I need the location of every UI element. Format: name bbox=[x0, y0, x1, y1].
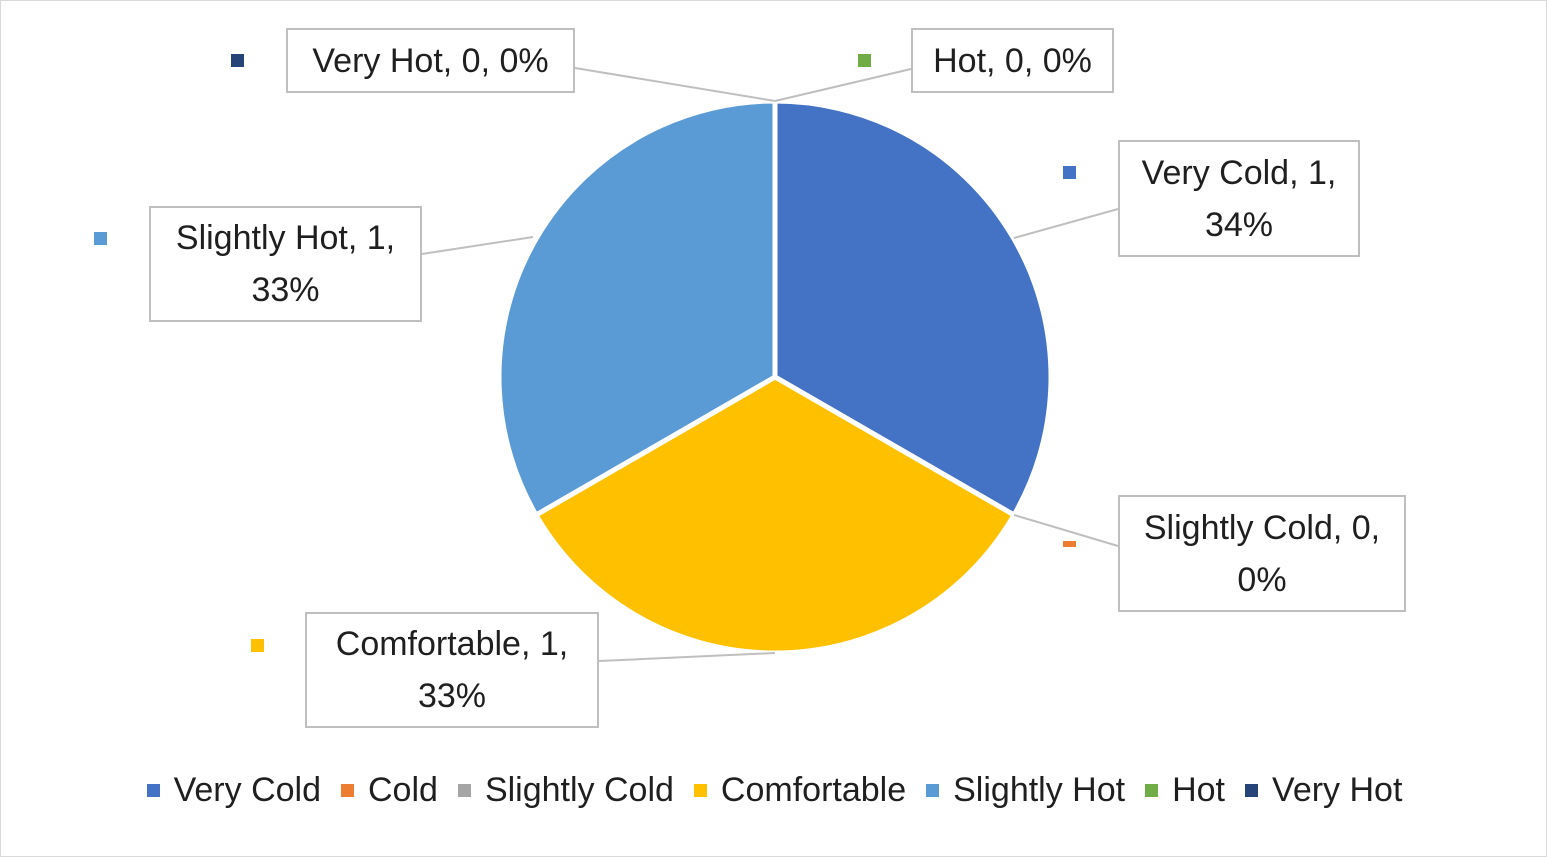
legend-label-very-cold: Very Cold bbox=[173, 770, 321, 809]
label-key-hot bbox=[858, 54, 871, 67]
label-key-very-hot bbox=[231, 54, 244, 67]
legend-item-hot: Hot bbox=[1145, 771, 1225, 810]
legend-swatch-hot bbox=[1145, 783, 1159, 797]
data-label-hot: Hot, 0, 0% bbox=[911, 28, 1114, 93]
label-key-slightly-hot bbox=[94, 232, 107, 245]
legend-swatch-very-hot bbox=[1245, 783, 1259, 797]
data-label-very-cold: Very Cold, 1, 34% bbox=[1118, 140, 1360, 257]
data-label-slightly-cold: Slightly Cold, 0, 0% bbox=[1118, 495, 1406, 612]
chart-legend: Very Cold Cold Slightly Cold Comfortable Sli… bbox=[1, 765, 1547, 815]
data-label-comfortable: Comfortable, 1, 33% bbox=[305, 612, 599, 728]
legend-swatch-comfortable bbox=[693, 783, 707, 797]
label-key-very-cold bbox=[1063, 166, 1076, 179]
legend-item-slightly-cold: Slightly Cold bbox=[457, 770, 674, 810]
leader-line-very-cold bbox=[1013, 208, 1119, 239]
leader-line-slightly-cold bbox=[1013, 514, 1119, 547]
legend-label-slightly-cold: Slightly Cold bbox=[484, 770, 674, 809]
legend-label-cold: Cold bbox=[368, 770, 438, 809]
legend-swatch-slightly-hot bbox=[926, 783, 940, 797]
leader-line-slightly-hot bbox=[421, 236, 534, 255]
leader-line-comfortable bbox=[598, 652, 776, 662]
leader-line-hot bbox=[774, 68, 912, 102]
legend-item-cold: Cold bbox=[341, 771, 438, 810]
pie-slice-comfortable bbox=[533, 374, 1017, 656]
data-label-very-hot: Very Hot, 0, 0% bbox=[286, 28, 575, 93]
label-key-slightly-cold bbox=[1063, 541, 1076, 547]
pie-slice-very-cold bbox=[772, 98, 1054, 518]
legend-label-hot: Hot bbox=[1172, 770, 1226, 809]
legend-item-slightly-hot: Slightly Hot bbox=[926, 771, 1125, 810]
leader-line-very-hot bbox=[574, 67, 776, 102]
legend-swatch-very-cold bbox=[146, 783, 160, 797]
legend-label-slightly-hot: Slightly Hot bbox=[953, 770, 1126, 809]
legend-swatch-cold bbox=[341, 783, 354, 797]
legend-label-comfortable: Comfortable bbox=[720, 770, 907, 809]
legend-item-very-cold: Very Cold bbox=[146, 770, 321, 810]
legend-label-very-hot: Very Hot bbox=[1272, 770, 1403, 809]
legend-swatch-slightly-cold bbox=[457, 783, 471, 797]
label-key-comfortable bbox=[251, 639, 264, 652]
pie-slice-slightly-hot bbox=[496, 98, 778, 518]
legend-item-very-hot: Very Hot bbox=[1245, 771, 1402, 810]
data-label-slightly-hot: Slightly Hot, 1, 33% bbox=[149, 206, 422, 322]
legend-item-comfortable: Comfortable bbox=[693, 770, 907, 810]
